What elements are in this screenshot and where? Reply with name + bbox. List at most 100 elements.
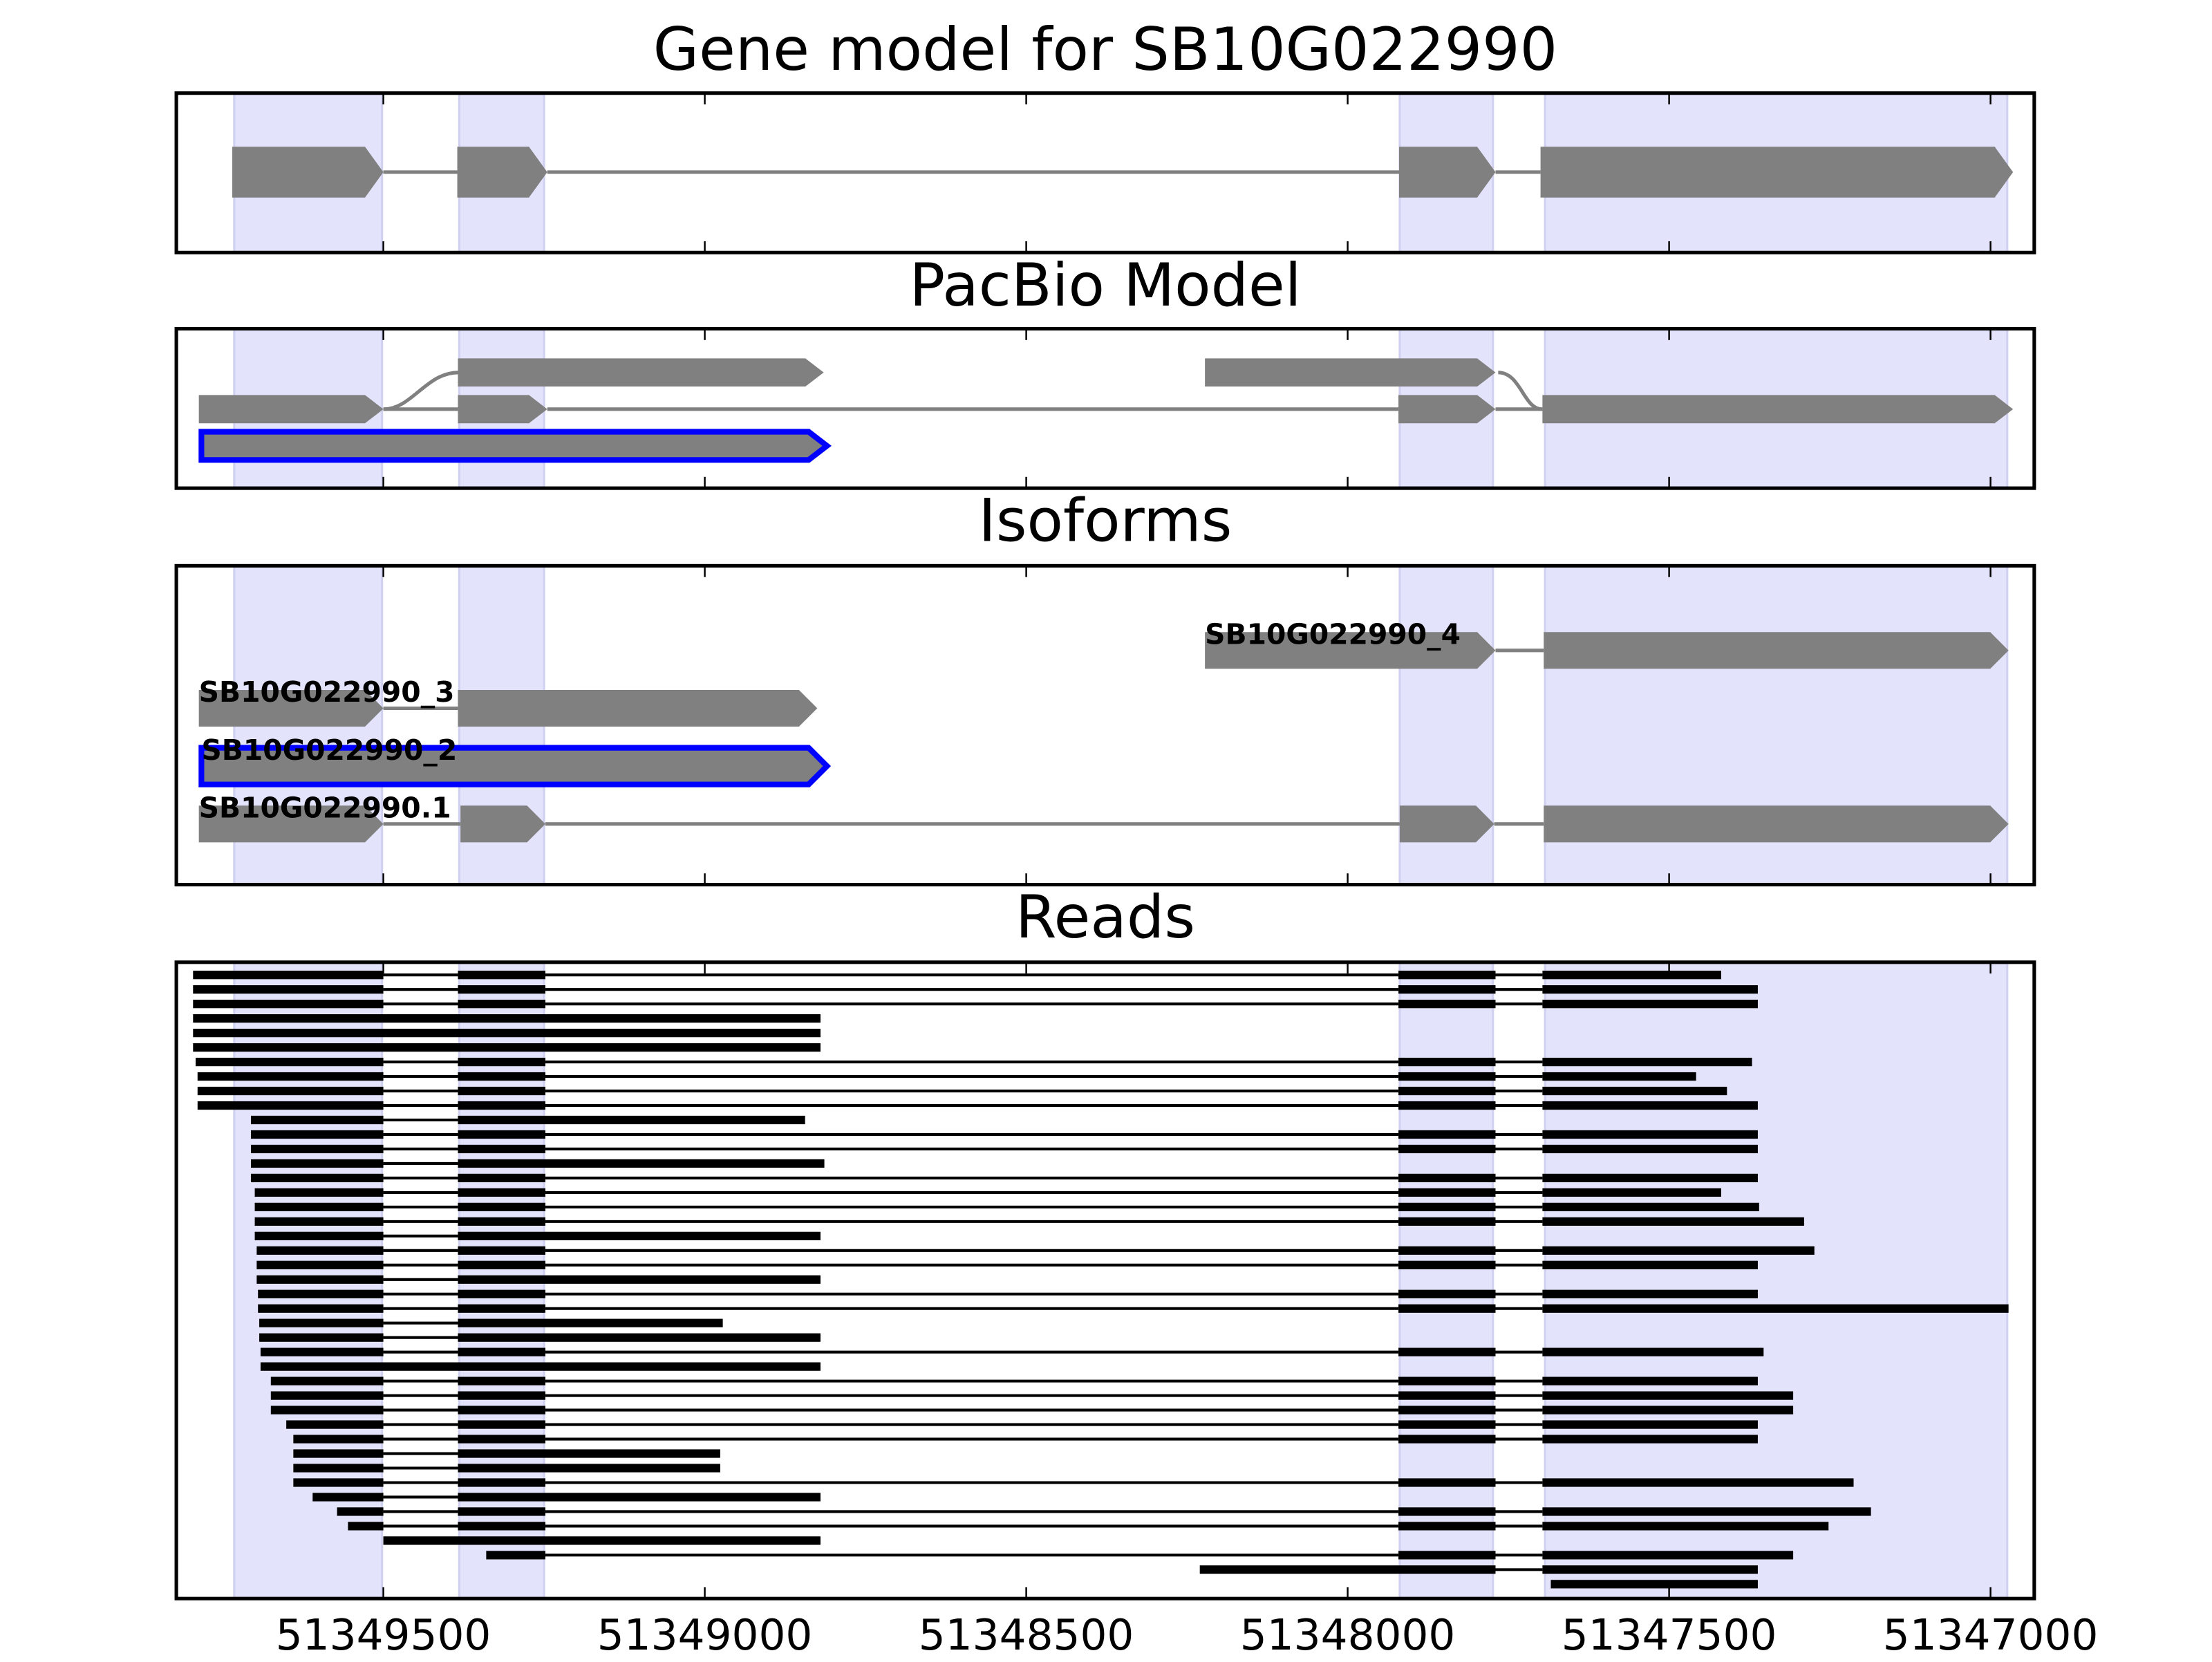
read-block <box>1542 1086 1727 1096</box>
read-block <box>458 1260 545 1269</box>
read-block <box>458 1406 545 1414</box>
exon-block <box>1540 147 2014 198</box>
read-block <box>348 1522 384 1531</box>
read-block <box>1398 1072 1496 1081</box>
read-block <box>293 1435 384 1444</box>
exon-block <box>457 147 547 198</box>
isoform-label: SB10G022990_2 <box>201 734 457 767</box>
read-block <box>337 1507 384 1516</box>
read-block <box>254 1217 384 1226</box>
read-block <box>1542 1522 1829 1531</box>
read-block <box>258 1304 384 1313</box>
read-block <box>458 1101 545 1110</box>
read-block <box>197 1086 384 1096</box>
read-block <box>1398 1188 1496 1197</box>
read-block <box>458 1072 545 1081</box>
exon-block <box>198 745 832 787</box>
read-block <box>260 1362 821 1371</box>
panel: Gene model for SB10G022990 <box>174 15 2036 254</box>
x-tick-label: 51348500 <box>919 1611 1134 1659</box>
read-block <box>1542 1304 2009 1313</box>
read-block <box>458 1376 545 1385</box>
highlight-region <box>1544 961 2009 1600</box>
read-block <box>1398 1551 1496 1560</box>
read-block <box>458 1318 723 1327</box>
read-block <box>1542 1260 1758 1269</box>
read-block <box>193 1043 821 1052</box>
exon-block <box>1544 632 2009 669</box>
read-block <box>1398 1507 1496 1516</box>
read-block <box>458 1217 545 1226</box>
x-tick-label: 51347500 <box>1562 1611 1777 1659</box>
exon-block <box>1205 632 1496 669</box>
read-block <box>312 1493 384 1502</box>
read-block <box>458 1493 821 1502</box>
read-block <box>1398 1130 1496 1139</box>
exon-block <box>198 689 384 727</box>
exon-block <box>458 689 818 727</box>
exon-block <box>458 358 824 387</box>
panel: Reads 51349500 51349000 51348500 51348000 513… <box>174 883 2099 1660</box>
read-block <box>458 1202 545 1211</box>
read-block <box>259 1333 384 1342</box>
exon-block <box>198 805 384 843</box>
read-block <box>458 1086 545 1096</box>
read-block <box>458 1159 825 1168</box>
read-block <box>1398 1391 1496 1400</box>
read-block <box>458 1478 545 1487</box>
panel-frame <box>174 326 2036 490</box>
read-block <box>1398 1289 1496 1298</box>
read-block <box>1542 1246 1815 1255</box>
read-block <box>254 1202 384 1211</box>
read-block <box>254 1188 384 1197</box>
read-block <box>1398 1101 1496 1110</box>
read-block <box>1542 1507 1871 1516</box>
panel-title: PacBio Model <box>909 251 1301 320</box>
read-block <box>1542 1391 1794 1400</box>
read-block <box>193 1000 384 1009</box>
read-block <box>458 1231 821 1240</box>
read-block <box>270 1406 384 1414</box>
read-block <box>1398 1000 1496 1009</box>
read-block <box>458 1333 821 1342</box>
read-block <box>458 1115 805 1125</box>
read-block <box>1542 1101 1758 1110</box>
read-block <box>250 1144 384 1154</box>
read-block <box>458 971 545 980</box>
read-block <box>1542 1130 1758 1139</box>
read-block <box>193 1029 821 1038</box>
read-block <box>1398 1086 1496 1096</box>
read-block <box>1398 1246 1496 1255</box>
read-block <box>458 985 545 994</box>
read-block <box>1550 1580 1758 1589</box>
isoform-label: SB10G022990.1 <box>199 791 451 824</box>
read-block <box>250 1115 384 1125</box>
read-block <box>1398 1144 1496 1154</box>
exon-block <box>460 805 545 843</box>
read-block <box>293 1464 384 1473</box>
read-block <box>1542 1188 1721 1197</box>
x-tick-label: 51347000 <box>1883 1611 2099 1659</box>
read-block <box>1398 1406 1496 1414</box>
panel: Isoforms SB10G022990_4 SB10G022990_3 SB10G0… <box>174 487 2036 887</box>
read-block <box>1542 971 1721 980</box>
read-block <box>254 1231 384 1240</box>
exon-block <box>1542 395 2014 424</box>
read-block <box>458 1391 545 1400</box>
read-block <box>1398 985 1496 994</box>
read-block <box>458 1144 545 1154</box>
panel-frame <box>174 91 2036 254</box>
read-block <box>193 1014 821 1023</box>
read-block <box>458 1130 545 1139</box>
read-block <box>1542 1347 1764 1356</box>
read-block <box>1398 1347 1496 1356</box>
read-block <box>1542 1217 1804 1226</box>
read-block <box>1398 1435 1496 1444</box>
read-block <box>1542 1202 1759 1211</box>
read-block <box>250 1130 384 1139</box>
exon-block <box>1398 395 1496 424</box>
read-block <box>458 1420 545 1429</box>
exon-block <box>1544 805 2009 843</box>
